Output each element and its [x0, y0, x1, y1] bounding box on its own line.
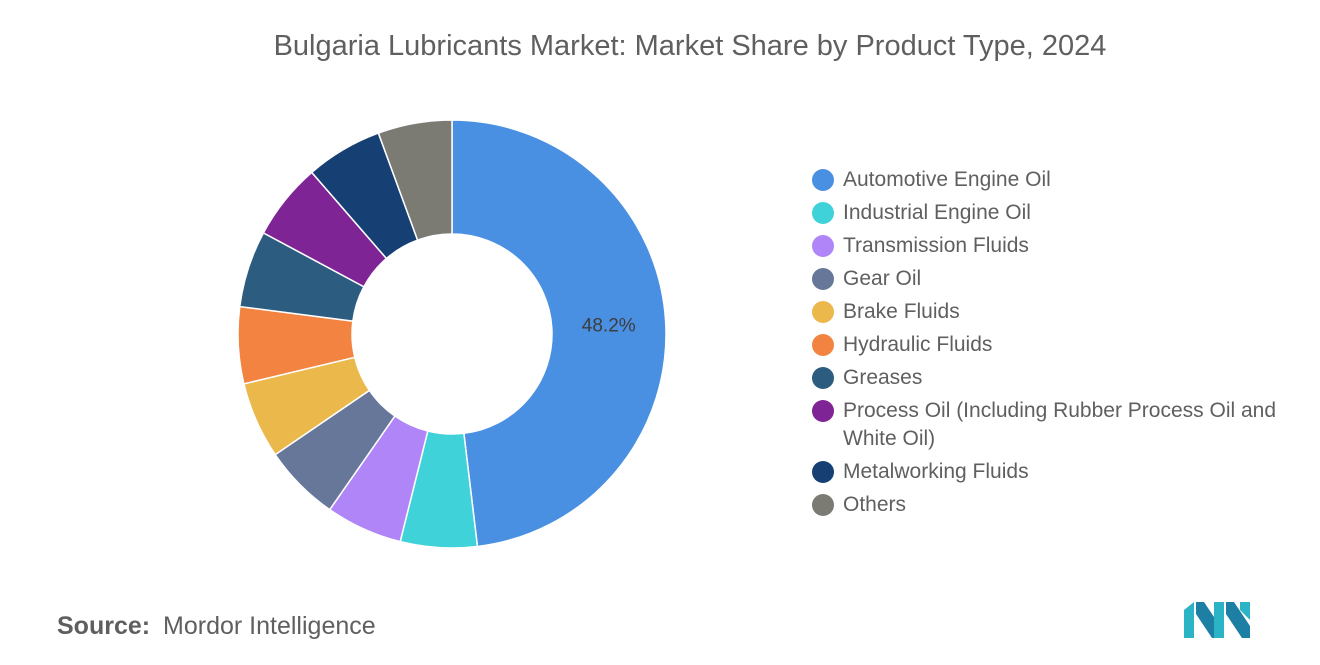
donut-chart: 48.2%	[237, 119, 667, 549]
legend-swatch	[812, 334, 834, 356]
legend-item: Process Oil (Including Rubber Process Oi…	[812, 397, 1282, 453]
chart-title: Bulgaria Lubricants Market: Market Share…	[273, 30, 1107, 62]
chart-legend: Automotive Engine Oil Industrial Engine O…	[812, 166, 1282, 524]
mordor-logo-icon	[1184, 602, 1250, 638]
donut-slice-0	[451, 119, 667, 548]
legend-swatch	[812, 235, 834, 257]
source-label: Source:	[57, 612, 151, 640]
legend-item: Metalworking Fluids	[812, 458, 1282, 486]
legend-item: Hydraulic Fluids	[812, 331, 1282, 359]
legend-swatch	[812, 268, 834, 290]
legend-label: Transmission Fluids	[843, 234, 1029, 257]
legend-item: Greases	[812, 364, 1282, 392]
legend-item: Industrial Engine Oil	[812, 199, 1282, 227]
legend-label: Others	[843, 493, 907, 516]
legend-item: Gear Oil	[812, 265, 1282, 293]
legend-swatch	[812, 367, 834, 389]
legend-item: Automotive Engine Oil	[812, 166, 1282, 194]
legend-label: Brake Fluids	[843, 300, 960, 323]
source-note: Source: Mordor Intelligence	[57, 612, 376, 641]
legend-label: Greases	[843, 366, 923, 389]
legend-swatch	[812, 301, 834, 323]
legend-swatch	[812, 169, 834, 191]
slice-data-label: 48.2%	[582, 316, 636, 337]
legend-label: Gear Oil	[843, 267, 922, 290]
donut-slice-9	[377, 119, 453, 242]
legend-label: Industrial Engine Oil	[843, 201, 1031, 224]
legend-label: Process Oil (Including Rubber Process Oi…	[843, 399, 1277, 450]
legend-swatch	[812, 461, 834, 483]
legend-item: Others	[812, 491, 1282, 519]
legend-label: Metalworking Fluids	[843, 460, 1029, 483]
legend-item: Brake Fluids	[812, 298, 1282, 326]
legend-swatch	[812, 202, 834, 224]
source-value: Mordor Intelligence	[163, 612, 376, 640]
legend-label: Automotive Engine Oil	[843, 168, 1051, 191]
legend-label: Hydraulic Fluids	[843, 333, 993, 356]
legend-item: Transmission Fluids	[812, 232, 1282, 260]
legend-swatch	[812, 494, 834, 516]
legend-swatch	[812, 400, 834, 422]
